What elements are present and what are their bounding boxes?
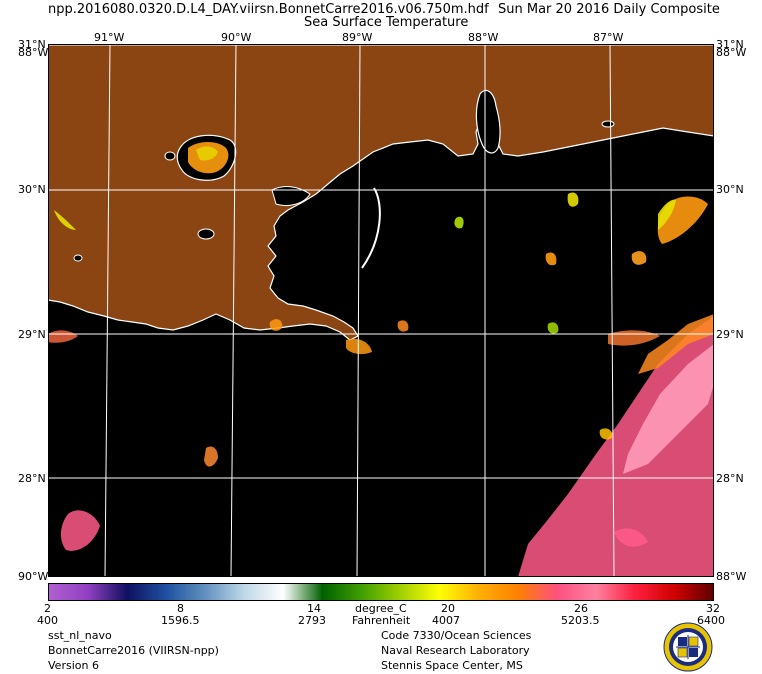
product-code: sst_nl_navo — [48, 629, 112, 642]
lat-label-right-28n: 28°N — [716, 472, 744, 485]
mobile-bay — [475, 89, 501, 154]
dataset-name: BonnetCarre2016 (VIIRSN-npp) — [48, 644, 219, 657]
org-location: Stennis Space Center, MS — [381, 659, 523, 672]
corner-label-tl: 88°W — [18, 46, 49, 59]
lat-label-left-30n: 30°N — [18, 183, 46, 196]
product-title: Sea Surface Temperature — [304, 15, 469, 30]
lake-pontchartrain-sst-yellow — [196, 146, 218, 161]
cbar-tick-c-8: 8 — [177, 602, 184, 615]
nrl-seal-logo — [663, 622, 713, 672]
sst-map[interactable] — [48, 44, 714, 577]
sst-patches — [48, 192, 714, 577]
filename-title: npp.2016080.0320.D.L4_DAY.viirsn.BonnetC… — [48, 2, 489, 17]
lon-label-89w: 89°W — [342, 31, 373, 44]
cbar-unit-fahrenheit: Fahrenheit — [352, 614, 411, 627]
lake-borgne — [271, 186, 311, 207]
colorbar — [48, 583, 714, 601]
corner-label-br: 88°W — [716, 570, 747, 583]
inland-lake-1 — [197, 228, 215, 240]
lat-label-right-30n: 30°N — [716, 183, 744, 196]
land-mass — [48, 44, 714, 341]
org-name: Naval Research Laboratory — [381, 644, 530, 657]
cbar-tick-f-4007: 4007 — [432, 614, 460, 627]
corner-label-bl: 90°W — [18, 570, 49, 583]
lat-label-left-28n: 28°N — [18, 472, 46, 485]
cbar-tick-c-2: 2 — [44, 602, 51, 615]
lat-label-left-29n: 29°N — [18, 328, 46, 341]
lon-label-88w: 88°W — [468, 31, 499, 44]
lon-label-87w: 87°W — [593, 31, 624, 44]
corner-label-tr: 88°W — [716, 46, 747, 59]
lon-label-91w: 91°W — [94, 31, 125, 44]
cbar-tick-c-14: 14 — [307, 602, 321, 615]
lon-label-90w: 90°W — [221, 31, 252, 44]
inland-lake-4 — [601, 120, 615, 128]
lat-label-right-31n: 31°N — [716, 38, 744, 51]
cbar-tick-c-26: 26 — [574, 602, 588, 615]
cbar-tick-c-20: 20 — [441, 602, 455, 615]
composite-date: Sun Mar 20 2016 Daily Composite — [498, 2, 720, 17]
lat-label-right-29n: 29°N — [716, 328, 744, 341]
cbar-tick-f-5203: 5203.5 — [561, 614, 600, 627]
version: Version 6 — [48, 659, 99, 672]
org-code: Code 7330/Ocean Sciences — [381, 629, 532, 642]
cbar-tick-f-400: 400 — [37, 614, 58, 627]
cbar-tick-f-2793: 2793 — [298, 614, 326, 627]
chandeleur-islands — [361, 187, 381, 269]
lat-label-left-31n: 31°N — [18, 38, 46, 51]
inland-lake-3 — [164, 151, 176, 161]
cbar-tick-c-32: 32 — [706, 602, 720, 615]
inland-lake-2 — [73, 254, 83, 262]
graticule — [48, 44, 714, 577]
cbar-tick-f-1596: 1596.5 — [161, 614, 200, 627]
cbar-tick-f-6400: 6400 — [697, 614, 725, 627]
cbar-unit-celsius: degree_C — [355, 602, 407, 615]
